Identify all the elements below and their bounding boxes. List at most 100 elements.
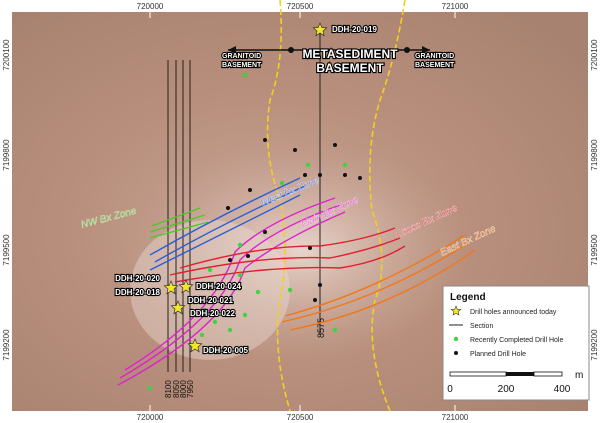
zone-line <box>289 249 476 331</box>
zone-line <box>174 245 406 283</box>
y-coord-label: 7199500 <box>590 234 599 266</box>
announced-hole <box>163 280 179 295</box>
scale-bar <box>533 371 563 377</box>
legend-symbol <box>450 305 462 316</box>
completed-hole <box>207 267 213 273</box>
planned-hole <box>293 148 297 152</box>
completed-hole <box>199 332 205 338</box>
planned-hole <box>358 176 362 180</box>
drill-hole-label: DDH-20-020 <box>115 274 160 283</box>
drill-hole-label: DDH-20-018 <box>115 288 160 297</box>
y-coord-label: 7199800 <box>2 139 11 171</box>
y-coord-label: 7199200 <box>590 329 599 361</box>
y-coord-label: 7200100 <box>590 39 599 71</box>
section-label: 8575 <box>316 318 326 338</box>
zone-line <box>149 177 301 256</box>
announced-hole <box>187 338 203 353</box>
section-label: 8000 <box>179 380 188 398</box>
planned-hole <box>343 173 347 177</box>
completed-hole <box>279 180 285 186</box>
announced-hole <box>170 300 186 315</box>
drill-hole-label: DDH-20-021 <box>188 296 233 305</box>
planned-hole <box>226 206 230 210</box>
section-label: 8100 <box>164 380 173 398</box>
planned-hole <box>263 138 267 142</box>
completed-hole <box>237 272 243 278</box>
scale-unit: m <box>575 370 583 381</box>
x-coord-label: 721000 <box>442 413 469 422</box>
arrow-head <box>422 46 430 54</box>
legend-box <box>442 285 590 401</box>
legend-item: Planned Drill Hole <box>470 351 526 358</box>
zone-line <box>149 221 209 239</box>
zone-line <box>281 241 471 323</box>
planned-hole <box>228 258 232 262</box>
x-coord-label: 720500 <box>287 413 314 422</box>
completed-hole <box>227 327 233 333</box>
completed-hole <box>287 287 293 293</box>
section-label: 7950 <box>186 380 195 398</box>
planned-hole <box>263 230 267 234</box>
hill-shade <box>130 140 470 360</box>
scale-label: 400 <box>554 384 571 395</box>
zone-line <box>149 214 206 233</box>
drill-hole-label: DDH-20-005 <box>203 346 248 355</box>
basement-label: BASEMENT <box>316 61 384 75</box>
announced-hole <box>312 22 328 37</box>
x-coord-label: 720000 <box>137 413 164 422</box>
zone-line <box>284 234 466 317</box>
basement-label: METASEDIMENT <box>302 47 398 61</box>
planned-hole <box>308 246 312 250</box>
planned-hole <box>318 173 322 177</box>
y-coord-label: 7199800 <box>590 139 599 171</box>
zone-line <box>179 227 396 269</box>
completed-hole <box>202 307 208 313</box>
completed-hole <box>342 162 348 168</box>
y-coord-label: 7199500 <box>2 234 11 266</box>
boundary-dot <box>404 47 410 53</box>
completed-hole <box>242 312 248 318</box>
completed-hole <box>305 162 311 168</box>
drill-hole-label: DDH-20-019 <box>332 25 377 34</box>
zone-line <box>154 185 306 263</box>
y-coord-label: 7200100 <box>2 39 11 71</box>
basement-label: BASEMENT <box>415 62 455 69</box>
basement-label: BASEMENT <box>222 62 262 69</box>
completed-hole <box>255 289 261 295</box>
legend-item: Section <box>470 323 493 330</box>
arrow-head <box>228 46 236 54</box>
zone-line <box>151 207 201 227</box>
completed-hole <box>212 319 218 325</box>
scale-bar <box>449 371 507 377</box>
drill-hole-label: DDH-20-022 <box>190 309 235 318</box>
x-coord-label: 720500 <box>287 2 314 11</box>
planned-hole <box>248 188 252 192</box>
legend-symbol <box>454 351 458 355</box>
planned-hole <box>313 298 317 302</box>
planned-hole <box>333 143 337 147</box>
basement-label: GRANITOID <box>415 53 454 60</box>
basement-label: GRANITOID <box>222 53 261 60</box>
x-coord-label: 721000 <box>442 2 469 11</box>
legend-item: Drill holes announced today <box>470 309 557 316</box>
legend-title: Legend <box>450 292 486 303</box>
scale-label: 200 <box>498 384 515 395</box>
y-coord-label: 7199200 <box>2 329 11 361</box>
x-coord-label: 720000 <box>137 2 164 11</box>
legend-symbol <box>453 336 459 342</box>
drill-hole-label: DDH-20-024 <box>196 282 241 291</box>
announced-hole <box>178 279 194 294</box>
zone-line <box>119 204 341 379</box>
outcrop <box>130 220 290 360</box>
planned-hole <box>246 254 250 258</box>
zone-line <box>169 237 401 276</box>
section-label: 8050 <box>172 380 181 398</box>
scale-label: 0 <box>447 384 453 395</box>
zone-line <box>124 197 336 371</box>
completed-hole <box>332 327 338 333</box>
planned-hole <box>303 173 307 177</box>
legend-item: Recently Completed Drill Hole <box>470 337 563 344</box>
planned-hole <box>318 283 322 287</box>
